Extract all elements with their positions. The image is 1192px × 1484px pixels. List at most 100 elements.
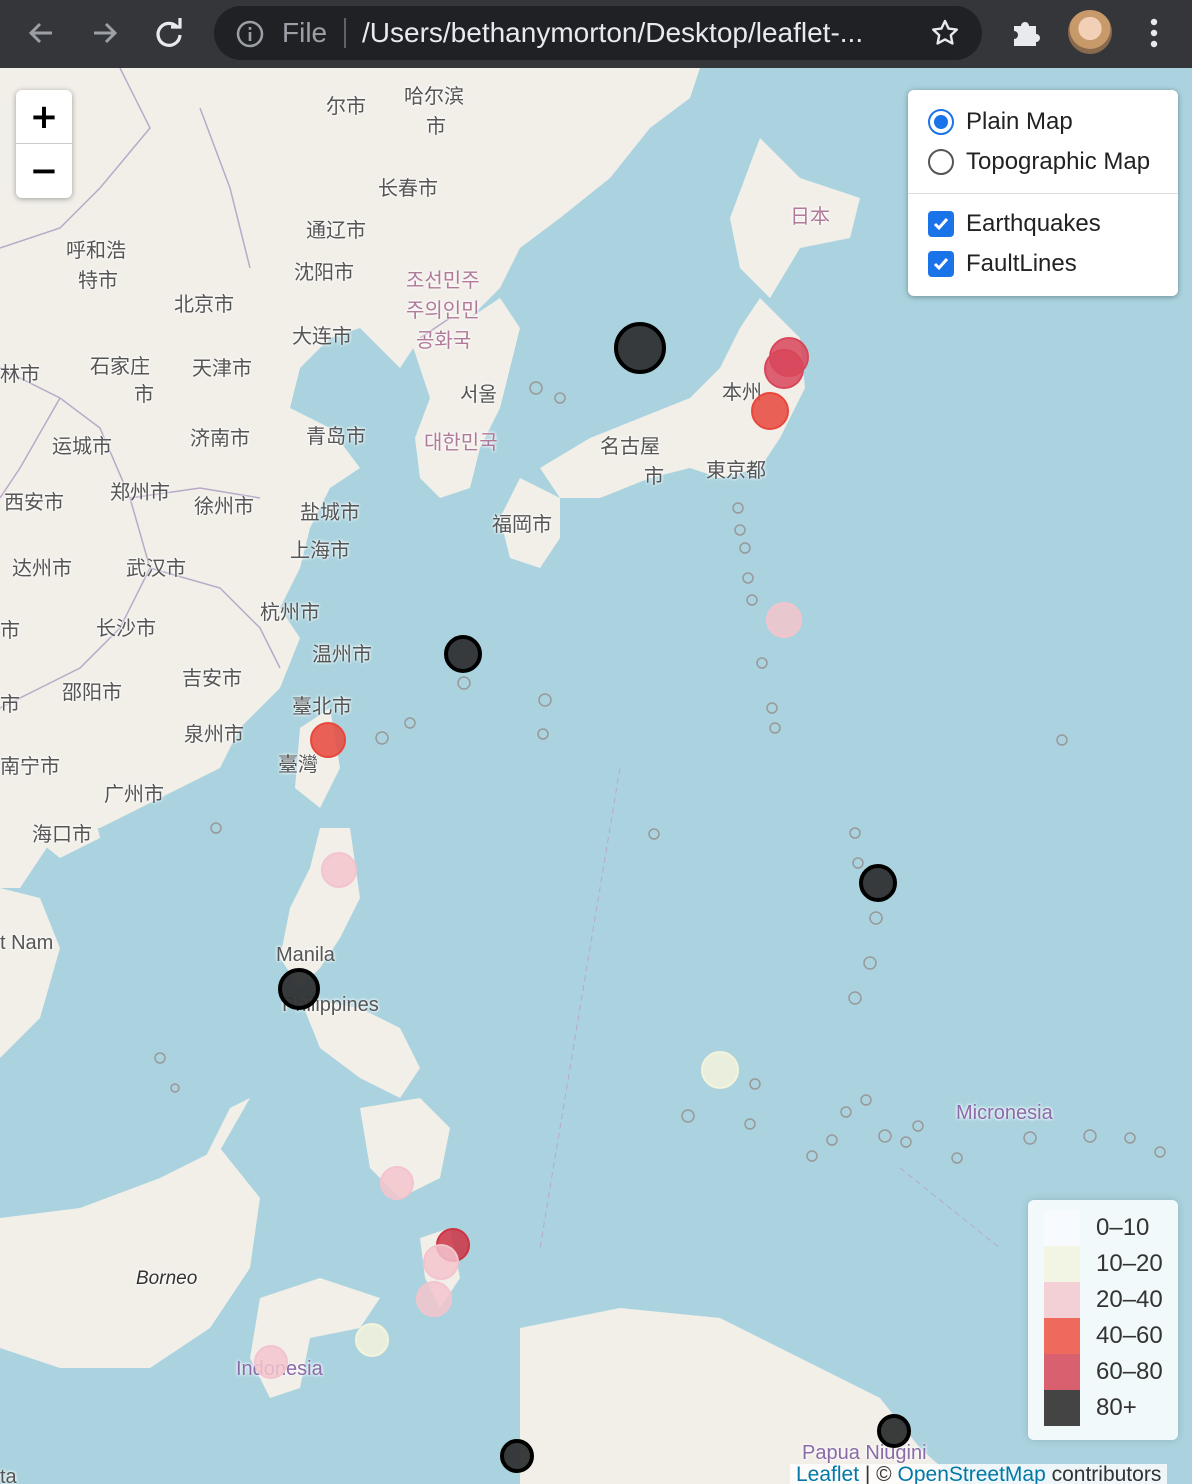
info-icon[interactable] <box>236 20 264 48</box>
earthquake-marker[interactable] <box>500 1439 534 1473</box>
legend-swatch <box>1044 1246 1080 1282</box>
leaflet-link[interactable]: Leaflet <box>796 1463 860 1484</box>
place-label: 尔市 <box>326 96 366 118</box>
forward-button[interactable] <box>82 10 128 56</box>
landmass-new-guinea <box>520 1308 960 1484</box>
place-label: Micronesia <box>956 1102 1053 1124</box>
landmass-visayas <box>300 998 420 1098</box>
earthquake-marker[interactable] <box>859 864 897 902</box>
address-bar[interactable]: File /Users/bethanymorton/Desktop/leafle… <box>214 6 982 60</box>
legend-swatch <box>1044 1354 1080 1390</box>
legend-item: 80+ <box>1044 1390 1137 1426</box>
place-label: 서울 <box>460 384 497 406</box>
earthquake-marker[interactable] <box>278 968 320 1010</box>
layer-control: Plain Map Topographic Map Earthquakes Fa… <box>908 90 1178 296</box>
place-label: 温州市 <box>312 644 372 666</box>
depth-legend: 0–10 10–20 20–40 40–60 60–80 80+ <box>1028 1200 1178 1440</box>
place-label: 北京市 <box>174 294 234 316</box>
radio-selected-icon[interactable] <box>928 109 954 135</box>
place-label: 达州市 <box>12 558 72 580</box>
earthquake-marker[interactable] <box>766 602 802 638</box>
leaflet-map[interactable]: 哈尔滨 市 尔市 长春市 呼和浩 特市 通辽市 沈阳市 北京市 大连市 林市 石… <box>0 68 1192 1484</box>
earthquake-marker[interactable] <box>310 722 346 758</box>
place-label: 长春市 <box>378 178 438 200</box>
place-label: 臺灣 <box>278 754 318 776</box>
checkbox-checked-icon[interactable] <box>928 211 954 237</box>
map-attribution: Leaflet | © OpenStreetMap contributors <box>790 1463 1168 1484</box>
basemap-tiles <box>0 68 1166 1484</box>
legend-item: 10–20 <box>1044 1246 1163 1282</box>
extensions-puzzle-icon[interactable] <box>1006 12 1046 52</box>
earthquake-marker[interactable] <box>380 1166 414 1200</box>
place-label: Manila <box>276 944 335 966</box>
earthquake-marker[interactable] <box>751 392 789 430</box>
earthquake-marker[interactable] <box>355 1323 389 1357</box>
place-label: 市 <box>644 466 664 488</box>
place-label: 运城市 <box>52 436 112 458</box>
overlay-faultlines[interactable]: FaultLines <box>928 250 1077 278</box>
place-label: 市 <box>0 694 20 716</box>
layer-control-separator <box>908 193 1178 194</box>
profile-avatar[interactable] <box>1068 10 1112 54</box>
bookmark-star-icon[interactable] <box>930 18 960 48</box>
landmass-indochina <box>0 888 60 1058</box>
landmass-hokkaido <box>730 138 860 298</box>
legend-swatch <box>1044 1210 1080 1246</box>
place-label: 東京都 <box>706 460 766 482</box>
place-label: 대한민국 <box>424 432 498 454</box>
earthquake-marker[interactable] <box>423 1244 459 1280</box>
reload-icon <box>156 18 182 47</box>
place-label: Borneo <box>136 1268 198 1289</box>
reload-button[interactable] <box>146 10 192 56</box>
place-label: 上海市 <box>290 540 350 562</box>
place-label: 名古屋 <box>600 436 660 458</box>
back-button[interactable] <box>18 10 64 56</box>
layer-label: Topographic Map <box>966 148 1151 175</box>
zoom-in-button[interactable]: + <box>16 90 72 144</box>
landmass-kyushu <box>500 478 560 568</box>
legend-swatch <box>1044 1282 1080 1318</box>
earthquake-marker[interactable] <box>254 1345 288 1379</box>
place-label: 杭州市 <box>260 602 320 624</box>
place-label: 西安市 <box>4 492 64 514</box>
place-label: 本州 <box>722 382 762 404</box>
earthquake-marker[interactable] <box>416 1281 452 1317</box>
place-label: 市 <box>426 116 446 138</box>
checkbox-checked-icon[interactable] <box>928 251 954 277</box>
landmass-honshu <box>540 298 805 498</box>
legend-label: 60–80 <box>1096 1358 1163 1385</box>
earthquake-marker[interactable] <box>764 349 804 389</box>
borders <box>0 68 451 709</box>
legend-label: 40–60 <box>1096 1322 1163 1349</box>
legend-item: 40–60 <box>1044 1318 1163 1354</box>
overlay-earthquakes[interactable]: Earthquakes <box>928 210 1101 238</box>
legend-swatch <box>1044 1390 1080 1426</box>
earthquake-marker[interactable] <box>877 1414 911 1448</box>
earthquake-marker[interactable] <box>614 322 666 374</box>
zoom-control: + − <box>16 90 72 198</box>
landmass-asia <box>0 68 700 888</box>
place-label: 林市 <box>0 364 40 386</box>
zoom-out-button[interactable]: − <box>29 151 59 191</box>
base-layer-topographic-map[interactable]: Topographic Map <box>928 148 1150 176</box>
earthquake-marker[interactable] <box>321 852 357 888</box>
base-layer-plain-map[interactable]: Plain Map <box>928 108 1073 136</box>
attribution-separator: | © <box>859 1463 898 1484</box>
earthquake-marker[interactable] <box>444 635 482 673</box>
radio-unselected-icon[interactable] <box>928 149 954 175</box>
osm-link[interactable]: OpenStreetMap <box>897 1463 1046 1484</box>
legend-label: 0–10 <box>1096 1214 1150 1241</box>
place-label: 市 <box>134 384 154 406</box>
place-label: 조선민주 <box>406 270 480 292</box>
place-label: 特市 <box>78 270 118 292</box>
place-label: 福岡市 <box>492 514 552 536</box>
legend-item: 60–80 <box>1044 1354 1163 1390</box>
url-text[interactable]: /Users/bethanymorton/Desktop/leaflet-... <box>362 17 864 48</box>
place-label: 哈尔滨 <box>404 86 464 108</box>
more-menu-icon[interactable] <box>1144 14 1164 54</box>
earthquake-marker[interactable] <box>701 1051 739 1089</box>
attribution-suffix: contributors <box>1045 1463 1162 1484</box>
place-label: 青岛市 <box>306 426 366 448</box>
legend-item: 0–10 <box>1044 1210 1149 1246</box>
place-label: 通辽市 <box>306 220 366 242</box>
